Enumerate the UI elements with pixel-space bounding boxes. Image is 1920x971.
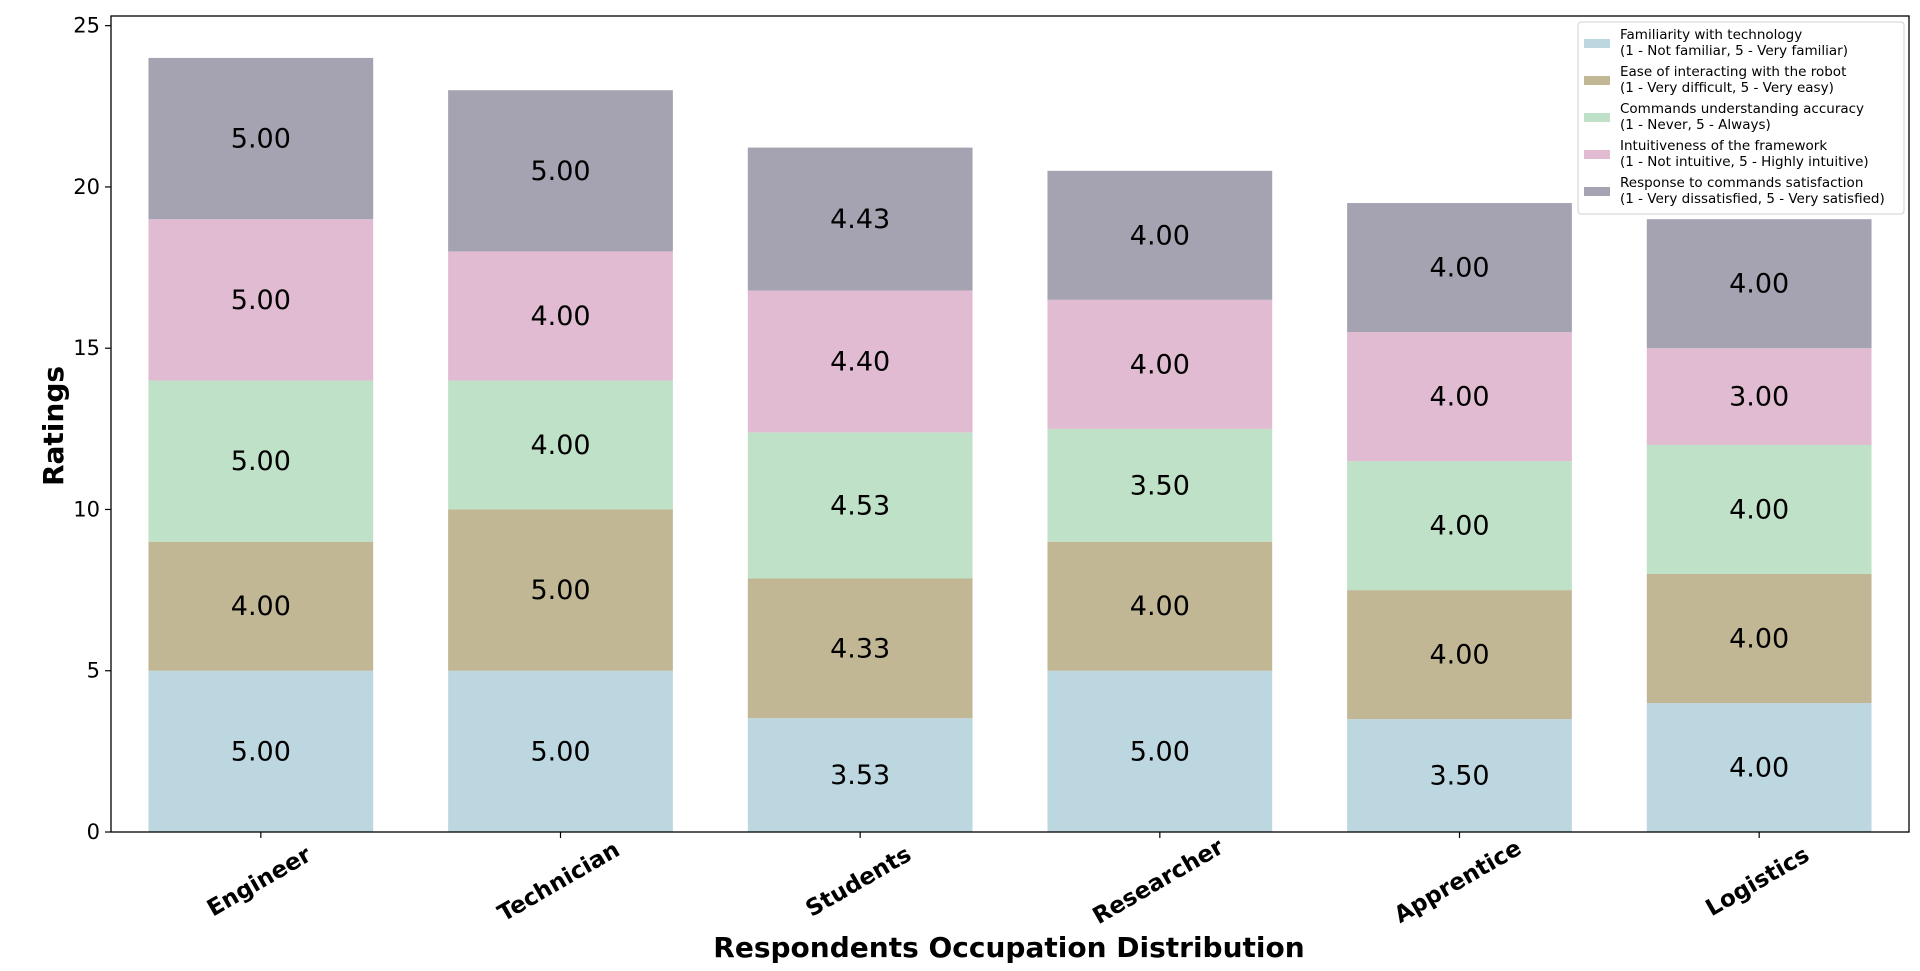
- legend-sublabel-1: (1 - Not familiar, 5 - Very familiar): [1620, 43, 1848, 59]
- legend-label-2: Ease of interacting with the robot: [1620, 64, 1846, 80]
- y-tick-label: 0: [87, 820, 100, 844]
- legend-label-3: Commands understanding accuracy: [1620, 101, 1864, 117]
- data-label-researcher-series-5: 4.00: [1130, 220, 1190, 251]
- bar-engineer-series-5: [148, 57, 374, 220]
- x-tick-label-students: Students: [801, 841, 915, 922]
- legend-swatch-4: [1584, 150, 1610, 159]
- bar-apprentice-series-4: [1347, 332, 1572, 462]
- bar-technician-series-1: [448, 670, 673, 832]
- data-label-engineer-series-5: 5.00: [231, 124, 291, 155]
- data-label-logistics-series-2: 4.00: [1729, 623, 1789, 654]
- bar-students-series-4: [747, 290, 973, 433]
- data-label-engineer-series-1: 5.00: [231, 736, 291, 767]
- data-label-students-series-4: 4.40: [830, 346, 890, 377]
- data-label-engineer-series-3: 5.00: [231, 446, 291, 477]
- legend: Familiarity with technology(1 - Not fami…: [1577, 21, 1905, 215]
- bar-engineer-series-4: [148, 219, 374, 381]
- legend-label-5: Response to commands satisfaction: [1620, 175, 1863, 191]
- data-label-logistics-series-4: 3.00: [1729, 382, 1789, 413]
- bar-technician-series-4: [448, 251, 673, 381]
- x-axis: Engineer Technician Students Researcher Appr…: [203, 832, 1814, 930]
- bar-students-series-5: [747, 147, 973, 291]
- bar-logistics-series-3: [1646, 444, 1872, 574]
- bars-layer: [148, 57, 1872, 832]
- data-label-technician-series-5: 5.00: [530, 156, 590, 187]
- bar-engineer-series-3: [148, 380, 374, 542]
- bar-apprentice-series-3: [1347, 461, 1572, 591]
- y-tick-label: 5: [87, 659, 100, 683]
- data-label-logistics-series-1: 4.00: [1729, 752, 1789, 783]
- data-label-students-series-5: 4.43: [830, 204, 890, 235]
- data-label-students-series-3: 4.53: [830, 490, 890, 521]
- data-label-technician-series-4: 4.00: [530, 301, 590, 332]
- legend-swatch-1: [1584, 39, 1610, 48]
- bar-researcher-series-1: [1047, 670, 1273, 832]
- bar-technician-series-2: [448, 509, 673, 671]
- legend-sublabel-2: (1 - Very difficult, 5 - Very easy): [1620, 80, 1834, 96]
- x-tick-label-researcher: Researcher: [1088, 834, 1228, 930]
- bar-logistics-series-4: [1646, 348, 1872, 445]
- legend-sublabel-3: (1 - Never, 5 - Always): [1620, 117, 1771, 133]
- y-tick-label: 25: [73, 14, 100, 38]
- y-tick-label: 10: [73, 497, 100, 521]
- y-tick-label: 15: [73, 336, 100, 360]
- data-label-technician-series-2: 5.00: [530, 575, 590, 606]
- x-tick-label-engineer: Engineer: [203, 842, 316, 923]
- bar-researcher-series-5: [1047, 170, 1273, 300]
- x-axis-title: Respondents Occupation Distribution: [713, 931, 1304, 964]
- data-label-logistics-series-3: 4.00: [1729, 494, 1789, 525]
- legend-swatch-3: [1584, 113, 1610, 122]
- data-label-logistics-series-5: 4.00: [1729, 269, 1789, 300]
- bar-researcher-series-3: [1047, 428, 1273, 542]
- data-label-technician-series-3: 4.00: [530, 430, 590, 461]
- bar-apprentice-series-1: [1347, 719, 1572, 832]
- bar-students-series-1: [747, 718, 973, 832]
- data-label-researcher-series-3: 3.50: [1130, 470, 1190, 501]
- plot-frame: [110, 15, 1910, 833]
- legend-label-1: Familiarity with technology: [1620, 27, 1802, 43]
- bar-engineer-series-1: [148, 670, 374, 832]
- data-label-apprentice-series-2: 4.00: [1429, 640, 1489, 671]
- data-label-apprentice-series-4: 4.00: [1429, 382, 1489, 413]
- data-label-students-series-1: 3.53: [830, 760, 890, 791]
- legend-sublabel-4: (1 - Not intuitive, 5 - Highly intuitive…: [1620, 154, 1869, 170]
- data-label-researcher-series-1: 5.00: [1130, 736, 1190, 767]
- data-label-engineer-series-4: 5.00: [231, 285, 291, 316]
- data-label-apprentice-series-5: 4.00: [1429, 253, 1489, 284]
- bar-technician-series-3: [448, 380, 673, 510]
- bar-apprentice-series-2: [1347, 590, 1572, 720]
- y-tick-label: 20: [73, 175, 100, 199]
- bar-engineer-series-2: [148, 541, 374, 671]
- bar-students-series-3: [747, 432, 973, 579]
- bar-researcher-series-2: [1047, 541, 1273, 671]
- legend-swatch-5: [1584, 187, 1610, 196]
- bar-logistics-series-5: [1646, 219, 1872, 349]
- x-tick-label-technician: Technician: [494, 837, 625, 927]
- data-label-students-series-2: 4.33: [830, 633, 890, 664]
- bar-logistics-series-1: [1646, 702, 1872, 832]
- legend-sublabel-5: (1 - Very dissatisfied, 5 - Very satisfi…: [1620, 191, 1885, 207]
- y-axis-title: Ratings: [37, 366, 70, 486]
- legend-label-4: Intuitiveness of the framework: [1620, 138, 1827, 154]
- bar-students-series-2: [747, 578, 973, 719]
- data-label-engineer-series-2: 4.00: [231, 591, 291, 622]
- legend-frame: [1577, 21, 1905, 215]
- data-label-apprentice-series-1: 3.50: [1429, 761, 1489, 792]
- data-label-technician-series-1: 5.00: [530, 736, 590, 767]
- bar-researcher-series-4: [1047, 299, 1273, 429]
- data-labels-layer: 5.00 4.00 5.00 5.00 5.00 5.00 5.00 4.00 4.00 5.00…: [231, 124, 1789, 792]
- bar-technician-series-5: [448, 90, 673, 252]
- bar-apprentice-series-5: [1347, 203, 1572, 333]
- legend-swatch-2: [1584, 76, 1610, 85]
- x-tick-label-apprentice: Apprentice: [1390, 835, 1526, 929]
- data-label-apprentice-series-3: 4.00: [1429, 511, 1489, 542]
- data-label-researcher-series-4: 4.00: [1130, 349, 1190, 380]
- x-tick-label-logistics: Logistics: [1701, 842, 1813, 922]
- data-label-researcher-series-2: 4.00: [1130, 591, 1190, 622]
- bar-logistics-series-2: [1646, 573, 1872, 703]
- y-axis: 0 5 10 15 20 25: [73, 14, 111, 844]
